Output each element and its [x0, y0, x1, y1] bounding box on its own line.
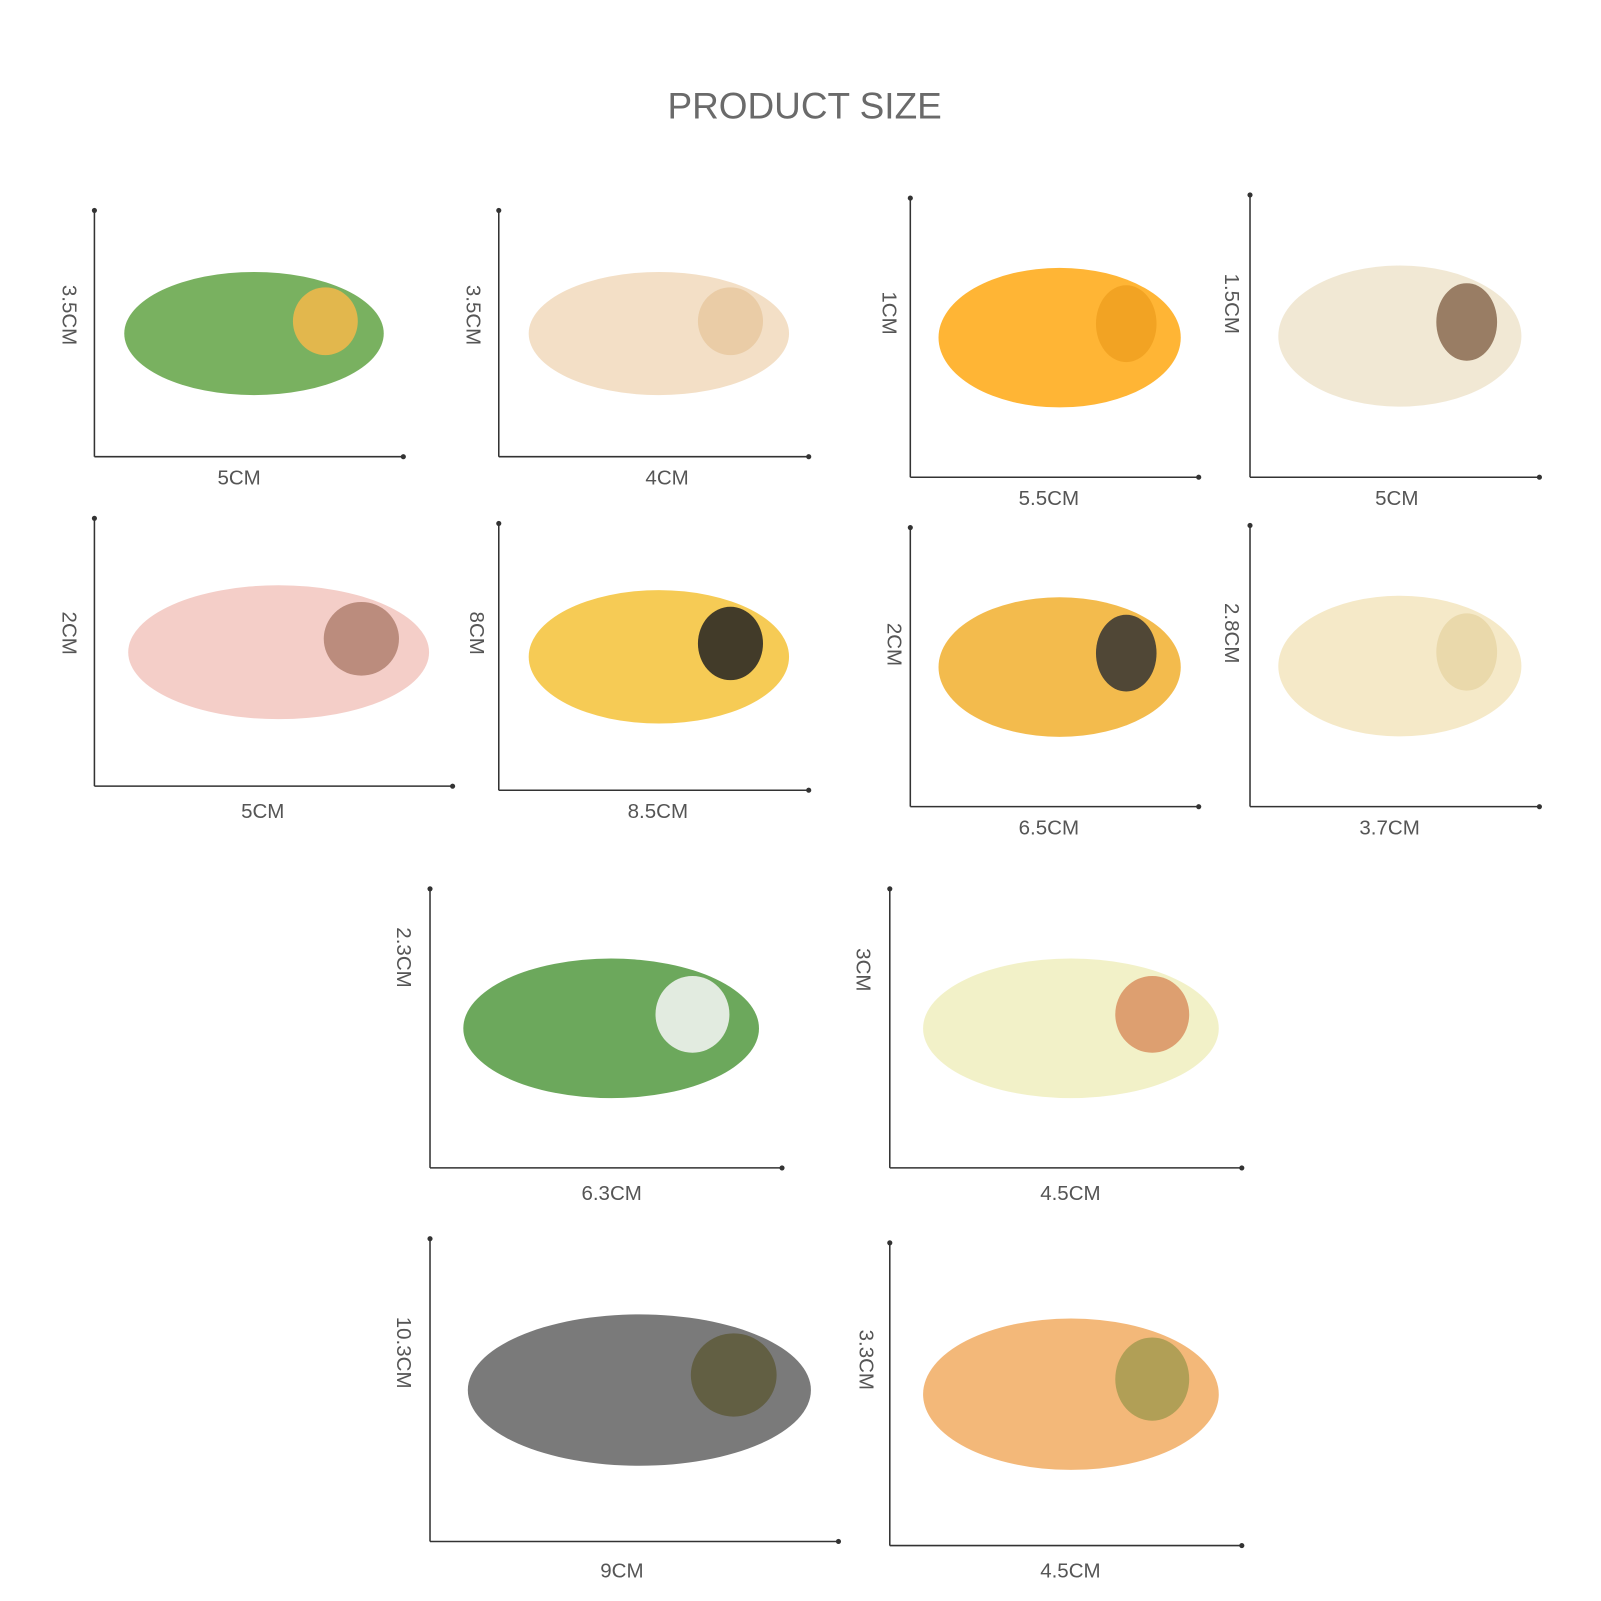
axis-end [1247, 522, 1253, 529]
width-label: 4.5CM [1040, 1560, 1100, 1583]
axis-end [907, 195, 913, 201]
height-label: 8CM [465, 612, 488, 655]
size-panel: 2.8CM 3.7CM [1220, 522, 1542, 840]
figure-detail [697, 287, 764, 356]
width-label: 3.7CM [1359, 817, 1419, 840]
axis-end [427, 886, 433, 892]
figure-detail [655, 975, 730, 1053]
figure-detail [697, 606, 764, 681]
height-label: 1.5CM [1220, 274, 1243, 334]
axis-end [1196, 804, 1202, 810]
axis-end [887, 886, 893, 892]
figure-detail [1095, 614, 1157, 692]
size-panel: 1CM 5.5CM [877, 195, 1202, 510]
axis-end [1536, 474, 1542, 480]
axis-end [1239, 1543, 1245, 1549]
size-panel: 3.3CM 4.5CM [855, 1240, 1245, 1583]
width-label: 5CM [241, 800, 284, 823]
axis-end [400, 454, 406, 460]
axis-end [91, 515, 97, 521]
axis-end [450, 783, 456, 789]
width-label: 5CM [1375, 487, 1418, 510]
width-label: 5CM [217, 467, 260, 490]
axis-end [1196, 474, 1202, 480]
size-panel: 1.5CM 5CM [1220, 192, 1542, 510]
axis-end [907, 524, 913, 531]
figure-detail [1115, 1337, 1190, 1421]
width-label: 4.5CM [1040, 1182, 1100, 1205]
height-label: 3CM [852, 948, 875, 991]
axis-end [1247, 192, 1253, 198]
size-panel: 3CM 4.5CM [852, 886, 1245, 1205]
width-label: 5.5CM [1019, 487, 1079, 510]
axis-end [835, 1538, 842, 1545]
figure-detail [1436, 283, 1498, 361]
figure-detail [1095, 285, 1157, 363]
size-panel: 10.3CM 9CM [392, 1236, 842, 1583]
axis-end [427, 1236, 433, 1242]
title: PRODUCT SIZE [667, 86, 941, 127]
width-label: 9CM [600, 1560, 643, 1583]
height-label: 2CM [882, 623, 905, 666]
figure-detail [1436, 613, 1498, 691]
height-label: 2.3CM [392, 927, 415, 987]
axis-end [806, 454, 812, 460]
size-panel: 2CM 5CM [57, 515, 456, 823]
size-panel: 2.3CM 6.3CM [392, 886, 785, 1205]
figure-detail [690, 1333, 777, 1417]
size-panel: 3.5CM 4CM [462, 207, 812, 490]
height-label: 2CM [57, 612, 80, 655]
axis-end [806, 787, 812, 793]
size-panel: 8CM 8.5CM [465, 520, 812, 823]
height-label: 1CM [877, 291, 900, 334]
figure-detail [292, 287, 358, 356]
height-label: 3.3CM [855, 1330, 878, 1390]
axis-end [887, 1240, 893, 1246]
width-label: 8.5CM [628, 800, 688, 823]
axis-end [91, 207, 97, 213]
axis-end [1239, 1165, 1245, 1171]
width-label: 4CM [645, 467, 688, 490]
axis-end [496, 520, 502, 526]
height-label: 2.8CM [1220, 603, 1243, 663]
figure-detail [323, 601, 399, 676]
panels: 3.5CM 5CM 3.5CM 4CM 1CM 5.5CM 1.5CM 5CM 2CM 5CM 8C… [57, 192, 1542, 1583]
height-label: 10.3CM [392, 1317, 415, 1389]
figure-detail [1115, 975, 1190, 1053]
axis-end [779, 1165, 785, 1171]
width-label: 6.3CM [581, 1182, 641, 1205]
axis-end [496, 207, 502, 213]
size-panel: 2CM 6.5CM [882, 524, 1202, 840]
width-label: 6.5CM [1019, 817, 1079, 840]
axis-end [1536, 804, 1542, 810]
height-label: 3.5CM [462, 285, 485, 345]
height-label: 3.5CM [57, 285, 80, 345]
size-panel: 3.5CM 5CM [57, 207, 406, 490]
